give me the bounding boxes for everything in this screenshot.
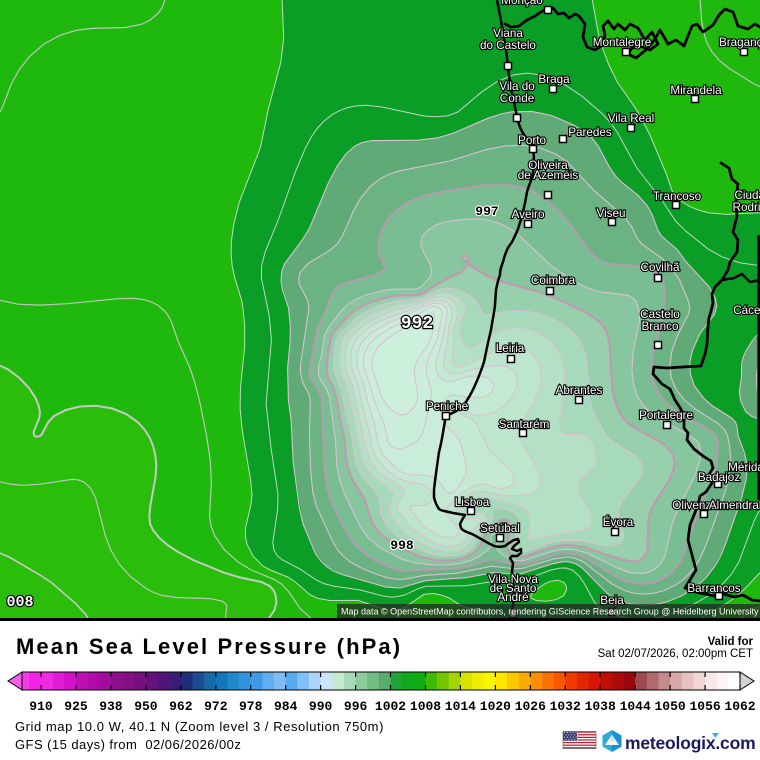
svg-text:950: 950 <box>134 699 158 714</box>
svg-text:996: 996 <box>344 699 368 714</box>
svg-text:1020: 1020 <box>480 699 511 714</box>
svg-text:925: 925 <box>64 699 88 714</box>
svg-text:Rodrigo: Rodrigo <box>733 201 760 214</box>
svg-text:André: André <box>497 591 528 604</box>
svg-text:992: 992 <box>401 314 433 334</box>
svg-text:1026: 1026 <box>515 699 546 714</box>
svg-text:Aveiro: Aveiro <box>512 208 545 221</box>
svg-text:Cáceres: Cáceres <box>733 304 760 317</box>
svg-text:Portalegre: Portalegre <box>639 409 693 422</box>
svg-text:Trancoso: Trancoso <box>653 190 702 203</box>
svg-text:Coimbra: Coimbra <box>531 274 576 287</box>
svg-text:Oliveira: Oliveira <box>528 159 568 172</box>
svg-text:962: 962 <box>169 699 193 714</box>
svg-text:Vila Real: Vila Real <box>608 112 655 125</box>
svg-text:1062: 1062 <box>724 699 755 714</box>
svg-text:Santarém: Santarém <box>499 418 550 431</box>
svg-text:910: 910 <box>29 699 53 714</box>
svg-text:Évora: Évora <box>603 516 634 529</box>
svg-text:Vila Nova: Vila Nova <box>488 573 538 586</box>
svg-text:Branco: Branco <box>641 320 679 333</box>
svg-text:Vila do: Vila do <box>499 80 535 93</box>
svg-text:Peniche: Peniche <box>426 400 468 413</box>
svg-text:Mirandela: Mirandela <box>670 84 722 97</box>
svg-text:1050: 1050 <box>654 699 685 714</box>
svg-text:997: 997 <box>475 204 498 219</box>
svg-text:978: 978 <box>239 699 263 714</box>
svg-text:Montalegre: Montalegre <box>593 36 651 49</box>
svg-text:Almendralejo: Almendralejo <box>709 499 760 512</box>
svg-text:de Azeméis: de Azeméis <box>518 169 579 182</box>
svg-text:Ciudad: Ciudad <box>734 189 760 202</box>
svg-text:Map data © OpenStreetMap contr: Map data © OpenStreetMap contributors, r… <box>341 607 759 617</box>
svg-text:Conde: Conde <box>500 92 534 105</box>
svg-text:Olivenza: Olivenza <box>672 499 718 512</box>
svg-text:Mérida: Mérida <box>728 461 760 474</box>
svg-text:Castelo: Castelo <box>640 308 680 321</box>
svg-text:Porto: Porto <box>518 134 546 147</box>
svg-text:938: 938 <box>99 699 123 714</box>
svg-text:1044: 1044 <box>620 699 651 714</box>
svg-text:008: 008 <box>6 594 33 611</box>
svg-text:Viana: Viana <box>493 27 523 40</box>
svg-text:Monção: Monção <box>501 0 543 7</box>
svg-text:Bragança: Bragança <box>719 36 760 49</box>
svg-text:1032: 1032 <box>550 699 581 714</box>
svg-text:984: 984 <box>274 699 298 714</box>
svg-text:Badajoz: Badajoz <box>698 471 740 484</box>
svg-text:do Castelo: do Castelo <box>480 39 536 52</box>
svg-text:998: 998 <box>390 538 414 553</box>
svg-text:1008: 1008 <box>410 699 441 714</box>
svg-text:Barrancos: Barrancos <box>687 582 740 595</box>
svg-text:Paredes: Paredes <box>568 126 612 139</box>
svg-text:Viseu: Viseu <box>596 207 625 220</box>
svg-text:de Santo: de Santo <box>490 582 537 595</box>
svg-text:1014: 1014 <box>445 699 476 714</box>
svg-text:Braga: Braga <box>538 73 570 86</box>
svg-text:Abrantes: Abrantes <box>556 384 603 397</box>
svg-text:1038: 1038 <box>585 699 616 714</box>
svg-text:Lisboa: Lisboa <box>455 496 490 509</box>
svg-text:Covilhã: Covilhã <box>641 261 680 274</box>
svg-text:1056: 1056 <box>689 699 720 714</box>
svg-text:Setúbal: Setúbal <box>480 522 520 535</box>
svg-text:Leiria: Leiria <box>496 342 525 355</box>
svg-text:990: 990 <box>309 699 333 714</box>
svg-text:972: 972 <box>204 699 228 714</box>
svg-text:meteologix.com: meteologix.com <box>625 733 755 753</box>
svg-text:1002: 1002 <box>375 699 406 714</box>
